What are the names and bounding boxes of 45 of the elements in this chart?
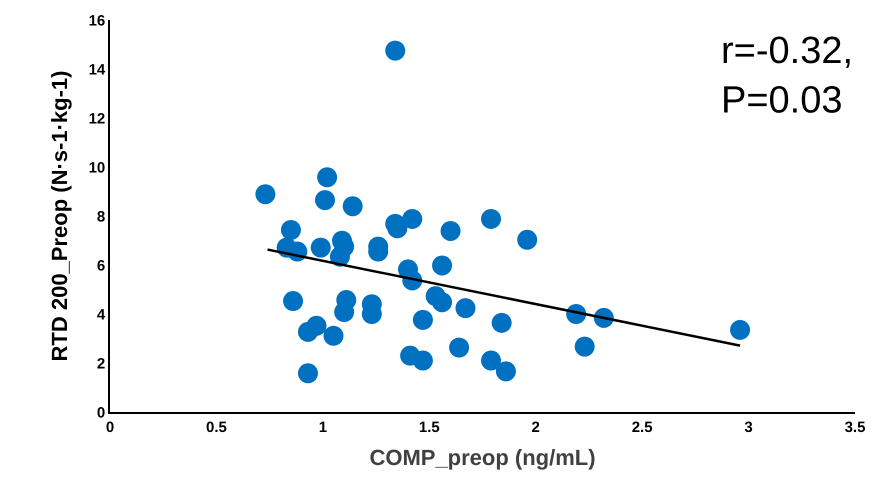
y-tick-label: 12 — [88, 110, 106, 128]
point — [315, 190, 335, 210]
point — [574, 336, 595, 357]
point — [730, 320, 750, 340]
point — [432, 255, 452, 276]
point — [402, 208, 422, 229]
y-tick-label: 2 — [96, 355, 106, 372]
y-tick-label: 0 — [96, 404, 106, 422]
point — [517, 230, 538, 250]
y-tick-label: 16 — [88, 12, 106, 30]
point — [455, 298, 476, 318]
y-tick-label: 6 — [96, 257, 106, 274]
point — [317, 167, 338, 188]
point — [449, 338, 470, 358]
point — [324, 326, 344, 346]
annotation: r=-0.32, P=0.03 — [721, 30, 854, 122]
x-tick-label: 2.5 — [632, 418, 653, 436]
point — [481, 208, 502, 229]
point — [298, 363, 318, 384]
x-tick-label: 2 — [532, 418, 540, 436]
point — [255, 184, 276, 204]
point — [492, 312, 512, 333]
point — [310, 238, 331, 258]
y-axis-title: RTD 200_Preop (N·s-1·kg-1) — [46, 70, 72, 362]
y-tick-label: 10 — [88, 159, 106, 176]
x-tick-label: 3 — [744, 418, 753, 436]
point — [306, 316, 326, 336]
point — [342, 196, 363, 216]
point — [280, 220, 301, 240]
y-tick-label: 4 — [96, 306, 106, 324]
point — [440, 220, 461, 241]
point — [283, 291, 304, 312]
x-tick-label: 1 — [318, 418, 328, 436]
point — [412, 310, 433, 330]
y-tick-label: 8 — [96, 208, 106, 226]
point — [481, 350, 502, 371]
x-tick-label: 1.5 — [418, 418, 440, 436]
x-tick-label: 3.5 — [844, 418, 866, 436]
point — [496, 361, 516, 382]
point — [432, 292, 452, 312]
point — [412, 350, 433, 371]
point — [385, 40, 406, 61]
x-axis-title: COMP_preop (ng/mL) — [369, 445, 596, 470]
y-tick-label: 14 — [88, 61, 106, 78]
x-tick-label: 0.5 — [206, 418, 227, 436]
